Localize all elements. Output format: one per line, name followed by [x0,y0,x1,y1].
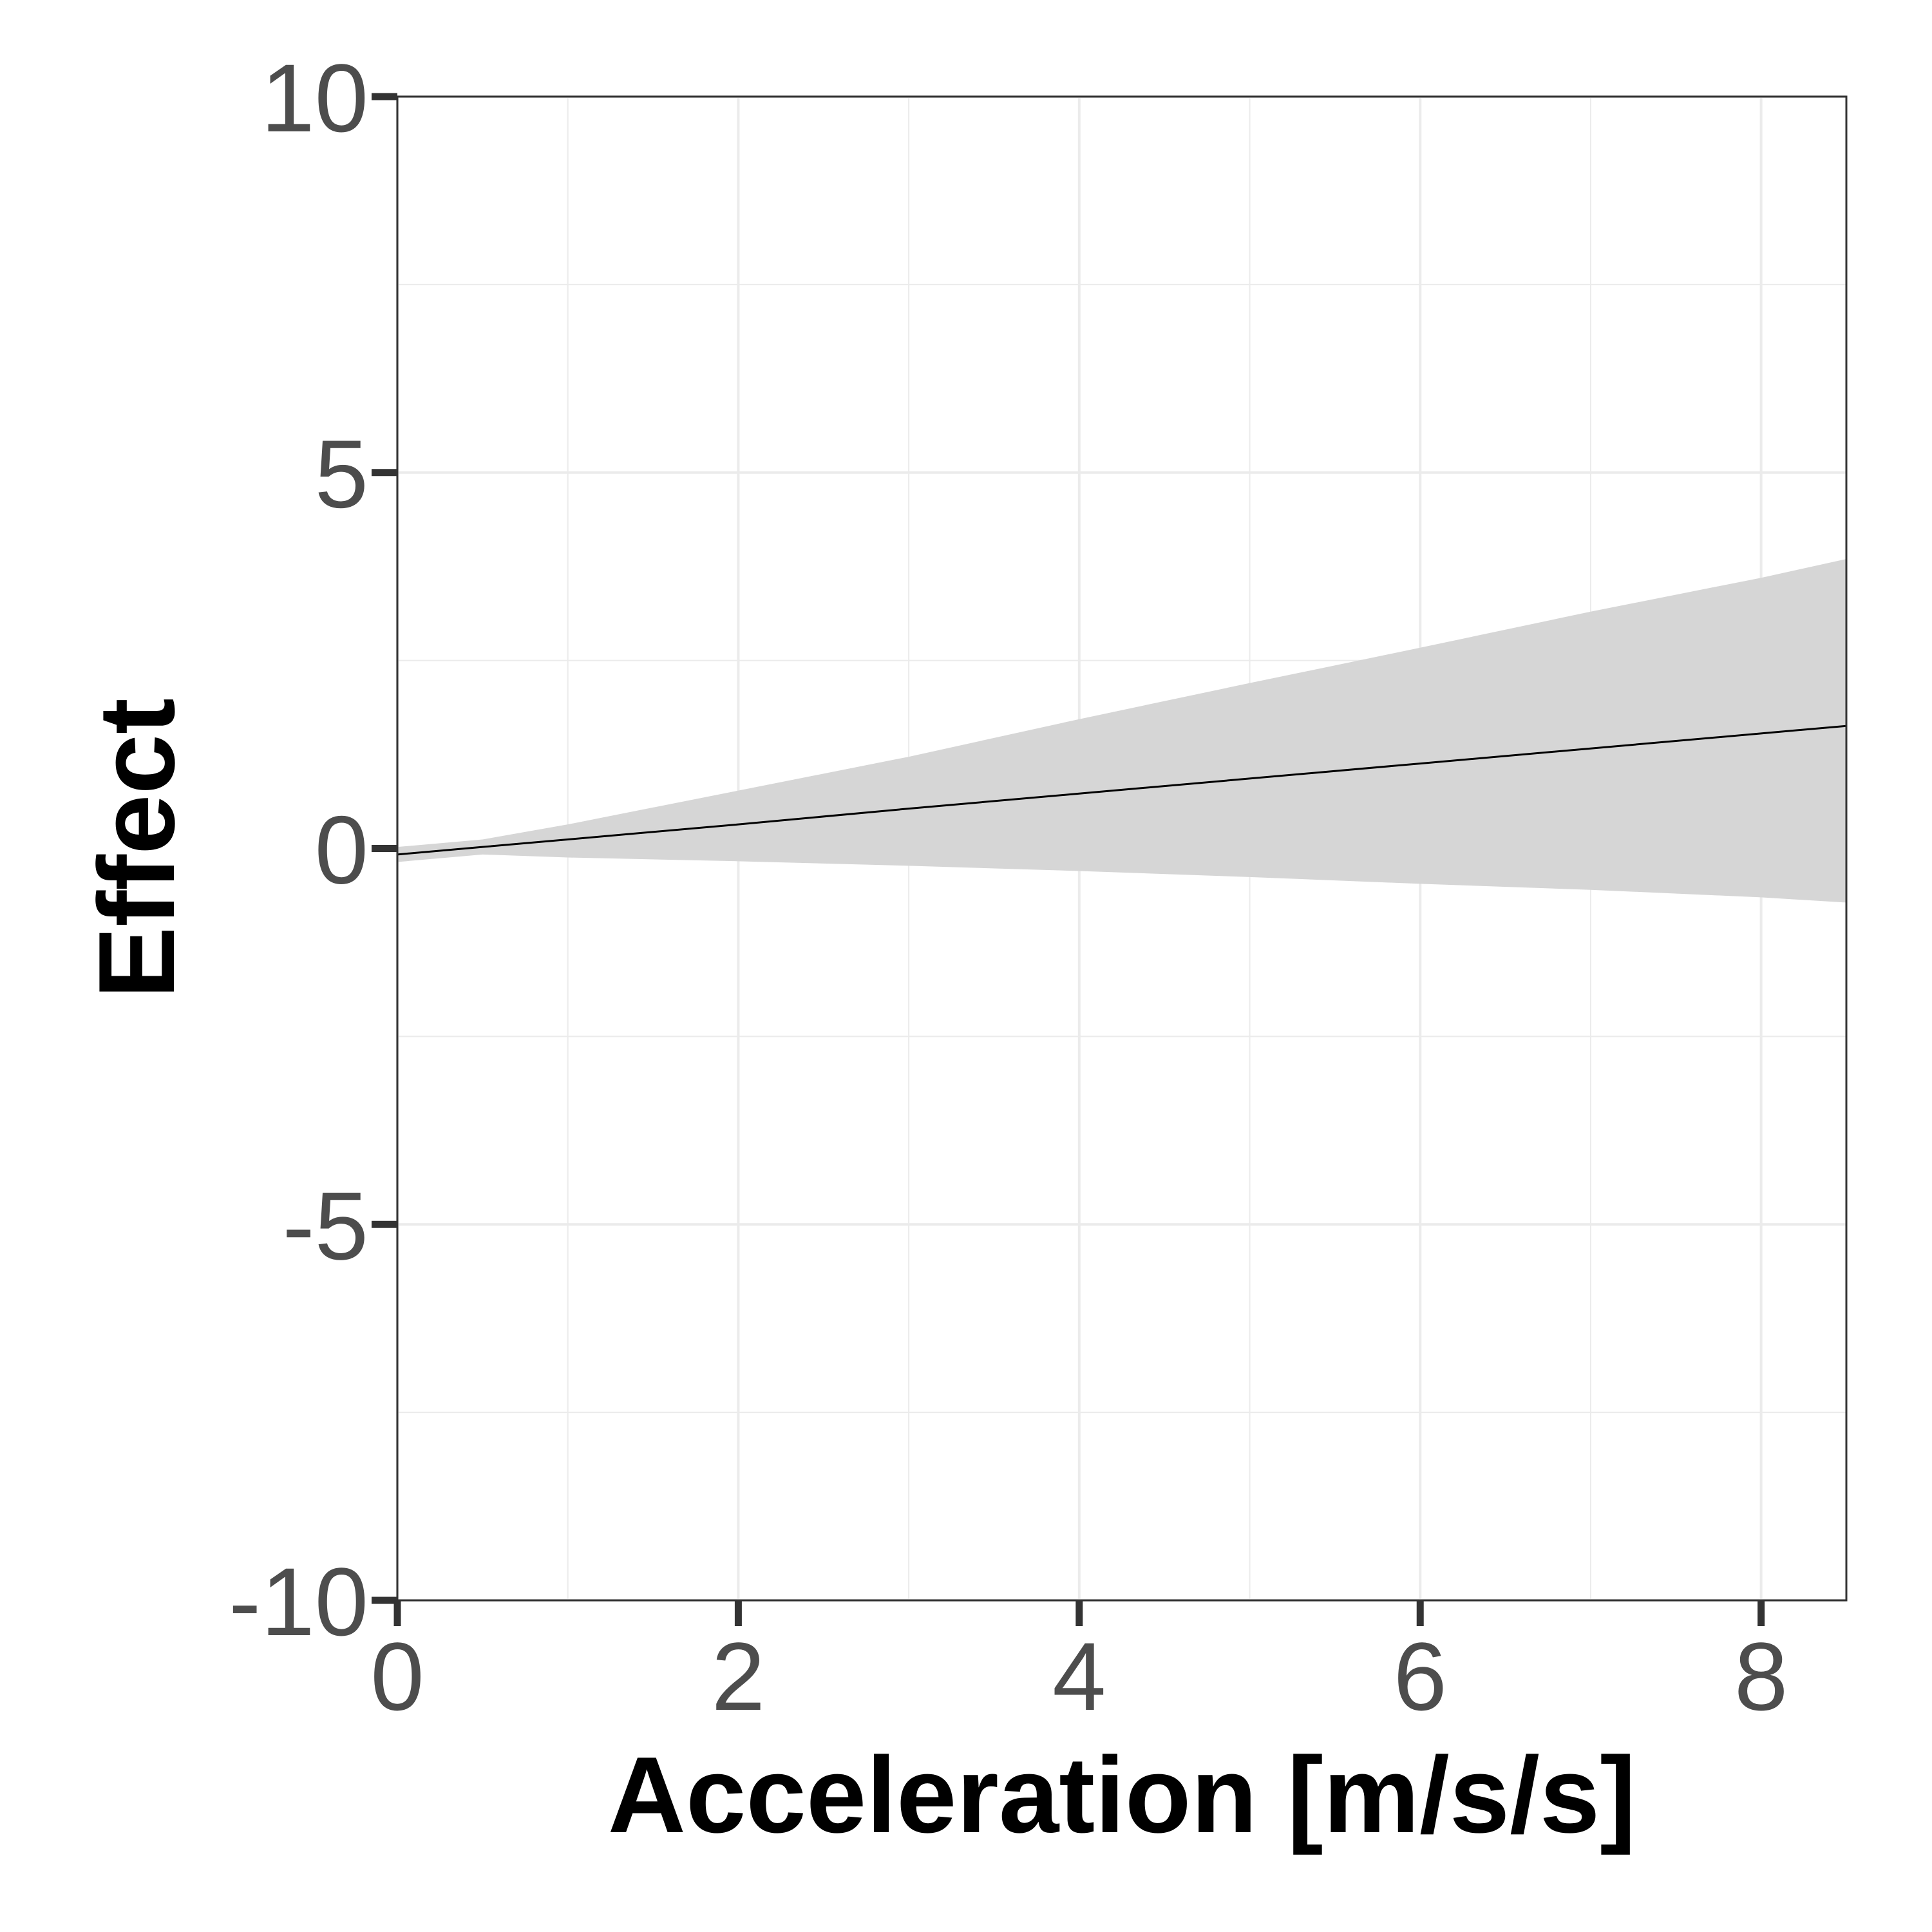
series-line-layer [397,724,1847,856]
y-tick-label: 5 [315,420,368,528]
y-tick-label: 10 [261,44,368,152]
y-axis-title: Effect [76,698,197,999]
tick-labels: 0 2 4 6 8 -10 -5 0 5 10 [229,44,1788,1730]
x-tick-label: 0 [370,1622,424,1730]
confidence-band [397,559,1846,903]
x-tick-label: 2 [712,1622,765,1730]
effect-line [397,724,1847,856]
y-tick-label: -10 [229,1548,368,1656]
axis-ticks [372,93,1765,1626]
x-tick-label: 4 [1052,1622,1106,1730]
y-tick-label: 0 [315,796,368,904]
x-tick-label: 8 [1734,1622,1788,1730]
x-axis-title: Acceleration [m/s/s] [608,1734,1636,1855]
y-tick-label: -5 [283,1171,368,1280]
x-tick-label: 6 [1394,1622,1447,1730]
confidence-band-layer [397,559,1846,903]
